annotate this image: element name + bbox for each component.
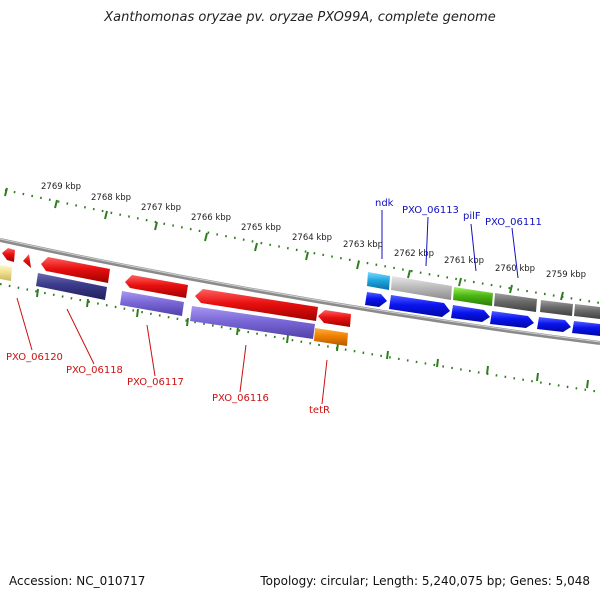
scale-label: 2763 kbp xyxy=(343,240,383,250)
genome-backbone xyxy=(0,238,600,345)
gene-label-PXO_06117: PXO_06117 xyxy=(127,377,184,388)
gene-blue-6[interactable] xyxy=(572,321,600,336)
genome-summary-text: Topology: circular; Length: 5,240,075 bp… xyxy=(260,574,590,588)
scale-label: 2762 kbp xyxy=(394,249,434,259)
gene-label-ndk: ndk xyxy=(375,198,394,209)
gene-yellow-partial[interactable] xyxy=(0,265,12,281)
gene-PXO_06116-red[interactable] xyxy=(195,289,318,321)
gene-PXO_06111[interactable] xyxy=(494,293,537,312)
gene-blue-4[interactable] xyxy=(490,311,534,328)
callout-lines-top xyxy=(381,210,519,279)
gene-label-PXO_06113: PXO_06113 xyxy=(402,205,459,216)
gene-pilF[interactable] xyxy=(453,287,493,306)
gene-PXO_06118-navy[interactable] xyxy=(36,273,107,300)
accession-text: Accession: NC_010717 xyxy=(9,574,146,588)
gene-PXO_06117-red[interactable] xyxy=(125,275,188,298)
gene-red-small-1[interactable] xyxy=(2,248,15,262)
gene-blue-5[interactable] xyxy=(537,317,571,332)
gene-PXO_06116-purple[interactable] xyxy=(190,306,315,339)
gene-label-PXO_06111: PXO_06111 xyxy=(485,217,542,228)
gene-PXO_06117-purple[interactable] xyxy=(120,291,184,316)
gene-PXO_06113[interactable] xyxy=(391,276,452,300)
genome-backbone-highlight xyxy=(0,238,600,343)
gene-red-small-2[interactable] xyxy=(23,254,31,268)
forward-genes xyxy=(365,272,600,336)
gene-tetR-orange[interactable] xyxy=(314,328,348,346)
gene-blue-2[interactable] xyxy=(389,295,450,317)
gene-label-PXO_06118: PXO_06118 xyxy=(66,365,123,376)
gene-blue-3[interactable] xyxy=(451,305,490,322)
gene-label-pilF: pilF xyxy=(463,211,481,222)
gene-PXO_06118-red[interactable] xyxy=(41,257,110,283)
scale-label: 2768 kbp xyxy=(91,193,131,203)
gene-ndk[interactable] xyxy=(367,272,390,290)
scale-label: 2760 kbp xyxy=(495,264,535,274)
scale-label: 2769 kbp xyxy=(41,182,81,192)
inner-major-ticks xyxy=(36,288,589,389)
gene-tetR-red[interactable] xyxy=(318,310,351,327)
gene-label-tetR: tetR xyxy=(309,405,330,416)
callout-lines-bottom xyxy=(16,297,328,405)
map-title: Xanthomonas oryzae pv. oryzae PXO99A, co… xyxy=(104,10,496,25)
gene-label-PXO_06120: PXO_06120 xyxy=(6,352,63,363)
scale-label: 2765 kbp xyxy=(241,223,281,233)
gene-label-PXO_06116: PXO_06116 xyxy=(212,393,269,404)
gene-blue-1[interactable] xyxy=(365,292,387,307)
outer-major-ticks xyxy=(4,187,564,301)
gene-forward-gray-2[interactable] xyxy=(574,304,600,319)
scale-label: 2764 kbp xyxy=(292,233,332,243)
gene-forward-gray-1[interactable] xyxy=(540,300,573,316)
scale-label: 2761 kbp xyxy=(444,256,484,266)
scale-label: 2767 kbp xyxy=(141,203,181,213)
scale-label: 2759 kbp xyxy=(546,270,586,280)
scale-labels: 2769 kbp 2768 kbp 2767 kbp 2766 kbp 2765 kbp… xyxy=(41,182,586,280)
scale-label: 2766 kbp xyxy=(191,213,231,223)
reverse-genes xyxy=(0,248,351,346)
